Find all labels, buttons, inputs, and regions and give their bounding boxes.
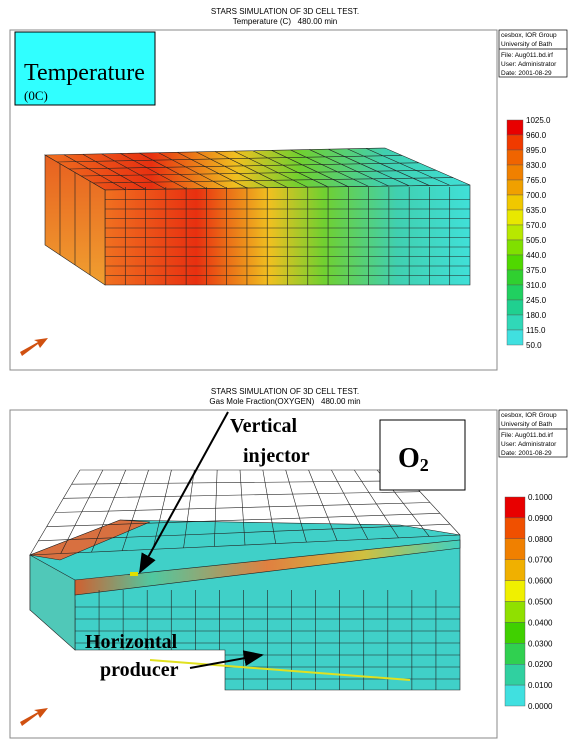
legend-swatch: [507, 180, 523, 195]
panel-title: STARS SIMULATION OF 3D CELL TEST.: [211, 7, 359, 16]
legend-label: 0.0800: [528, 535, 553, 544]
legend-swatch: [507, 165, 523, 180]
legend-label: 0.0100: [528, 681, 553, 690]
info-line: cesbox, IOR Group: [501, 32, 557, 39]
legend-swatch: [505, 643, 525, 664]
legend-label: 1025.0: [526, 116, 551, 125]
legend-label: 0.0900: [528, 514, 553, 523]
legend-swatch: [505, 518, 525, 539]
legend-swatch: [507, 210, 523, 225]
legend-swatch: [505, 602, 525, 623]
legend-label: 505.0: [526, 236, 547, 245]
annotation: producer: [100, 659, 179, 681]
info-line: Date: 2001-08-29: [501, 70, 552, 77]
legend-swatch: [505, 581, 525, 602]
legend-swatch: [505, 560, 525, 581]
legend-swatch: [507, 150, 523, 165]
overlay-title: Temperature: [24, 60, 145, 86]
legend-swatch: [507, 315, 523, 330]
legend-label: 635.0: [526, 206, 547, 215]
legend-label: 0.0600: [528, 577, 553, 586]
legend-swatch: [507, 255, 523, 270]
legend-label: 570.0: [526, 221, 547, 230]
legend-label: 375.0: [526, 266, 547, 275]
legend-swatch: [507, 285, 523, 300]
legend-swatch: [507, 195, 523, 210]
legend-label: 830.0: [526, 161, 547, 170]
legend-label: 245.0: [526, 296, 547, 305]
info-line: University of Bath: [501, 421, 552, 428]
annotation: Horizontal: [85, 631, 178, 653]
legend-swatch: [507, 300, 523, 315]
info-line: File: Aug011.bd.irf: [501, 52, 553, 59]
overlay-subtitle: (0C): [24, 88, 48, 103]
legend-swatch: [507, 330, 523, 345]
legend-swatch: [507, 240, 523, 255]
formula-subscript: 2: [420, 455, 429, 475]
annotation: injector: [243, 445, 310, 467]
legend-label: 0.0300: [528, 639, 553, 648]
legend-label: 0.1000: [528, 493, 553, 502]
info-line: University of Bath: [501, 41, 552, 48]
legend-swatch: [505, 497, 525, 518]
legend-label: 50.0: [526, 341, 542, 350]
legend-label: 440.0: [526, 251, 547, 260]
legend-swatch: [507, 135, 523, 150]
annotation: Vertical: [230, 415, 297, 437]
legend-label: 115.0: [526, 326, 546, 335]
info-line: File: Aug011.bd.irf: [501, 432, 553, 439]
legend-label: 0.0400: [528, 618, 553, 627]
legend-label: 700.0: [526, 191, 547, 200]
legend-label: 0.0700: [528, 556, 553, 565]
temperature-block: [45, 148, 470, 285]
legend-label: 895.0: [526, 146, 547, 155]
info-line: User: Administrator: [501, 441, 557, 448]
legend-swatch: [507, 270, 523, 285]
legend-label: 0.0000: [528, 702, 553, 711]
panel-subtitle: Gas Mole Fraction(OXYGEN) 480.00 min: [209, 397, 360, 406]
panel-title: STARS SIMULATION OF 3D CELL TEST.: [211, 387, 359, 396]
panel-subtitle: Temperature (C) 480.00 min: [233, 17, 338, 26]
legend-label: 765.0: [526, 176, 547, 185]
legend-label: 0.0200: [528, 660, 553, 669]
legend-label: 180.0: [526, 311, 547, 320]
legend-swatch: [505, 685, 525, 706]
legend-swatch: [507, 225, 523, 240]
legend-label: 310.0: [526, 281, 547, 290]
legend-label: 0.0500: [528, 598, 553, 607]
legend-swatch: [505, 622, 525, 643]
legend-label: 960.0: [526, 131, 547, 140]
legend-swatch: [505, 664, 525, 685]
formula: O: [398, 443, 420, 474]
info-line: cesbox, IOR Group: [501, 412, 557, 419]
legend-swatch: [505, 539, 525, 560]
injector-well: [130, 572, 138, 576]
legend-swatch: [507, 120, 523, 135]
info-line: Date: 2001-08-29: [501, 450, 552, 457]
info-line: User: Administrator: [501, 61, 557, 68]
screenshot: Temperature (0C) O2 Vertical injector Ho…: [0, 0, 569, 740]
